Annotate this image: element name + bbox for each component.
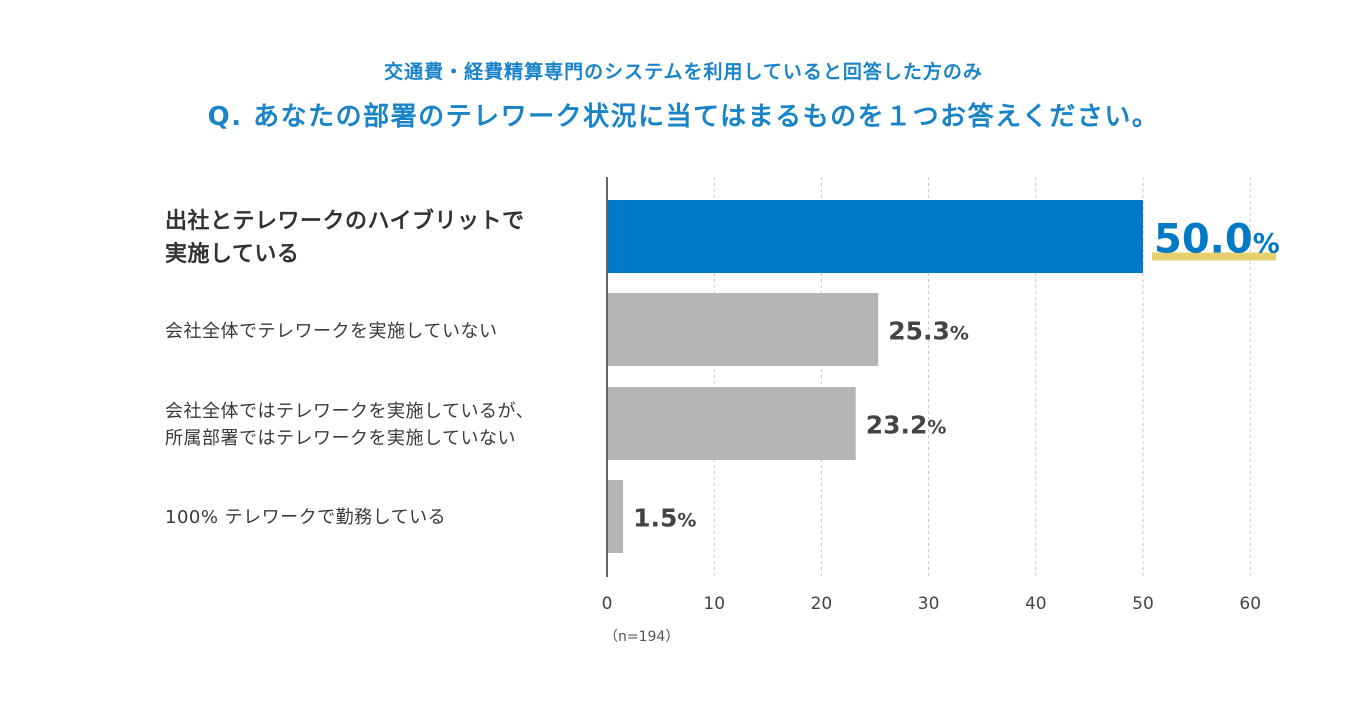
category-label: 100% テレワークで勤務している: [165, 507, 447, 528]
value-label: 1.5%: [633, 504, 696, 533]
value-label: 50.0%: [1154, 217, 1280, 263]
category-label: 会社全体でテレワークを実施していない: [165, 321, 498, 342]
category-label: 会社全体ではテレワークを実施しているが、 所属部署ではテレワークを実施していない: [165, 401, 535, 449]
value-underline: [1152, 252, 1276, 261]
bar-highlight: [607, 200, 1143, 273]
x-tick-label: 0: [602, 594, 613, 614]
chart-title: Q. あなたの部署のテレワーク状況に当てはまるものを１つお答えください。: [207, 102, 1160, 132]
x-tick-label: 50: [1132, 594, 1154, 614]
bar: [607, 293, 879, 366]
x-tick-label: 60: [1239, 594, 1261, 614]
chart-subtitle: 交通費・経費精算専門のシステムを利用していると回答した方のみ: [384, 61, 983, 83]
value-unit: %: [677, 510, 696, 532]
category-label-highlight: 出社とテレワークのハイブリットで 実施している: [165, 209, 525, 267]
value-unit: %: [927, 417, 946, 439]
x-tick-label: 40: [1025, 594, 1047, 614]
value-unit: %: [950, 323, 969, 345]
value-label: 25.3%: [888, 317, 969, 346]
bar: [607, 387, 856, 460]
sample-size-note: （n=194）: [604, 629, 680, 645]
x-tick-label: 20: [811, 594, 833, 614]
value-label: 23.2%: [866, 411, 947, 440]
value-unit: %: [1253, 229, 1280, 260]
bar: [607, 480, 624, 553]
x-tick-label: 30: [918, 594, 940, 614]
x-tick-label: 10: [703, 594, 725, 614]
